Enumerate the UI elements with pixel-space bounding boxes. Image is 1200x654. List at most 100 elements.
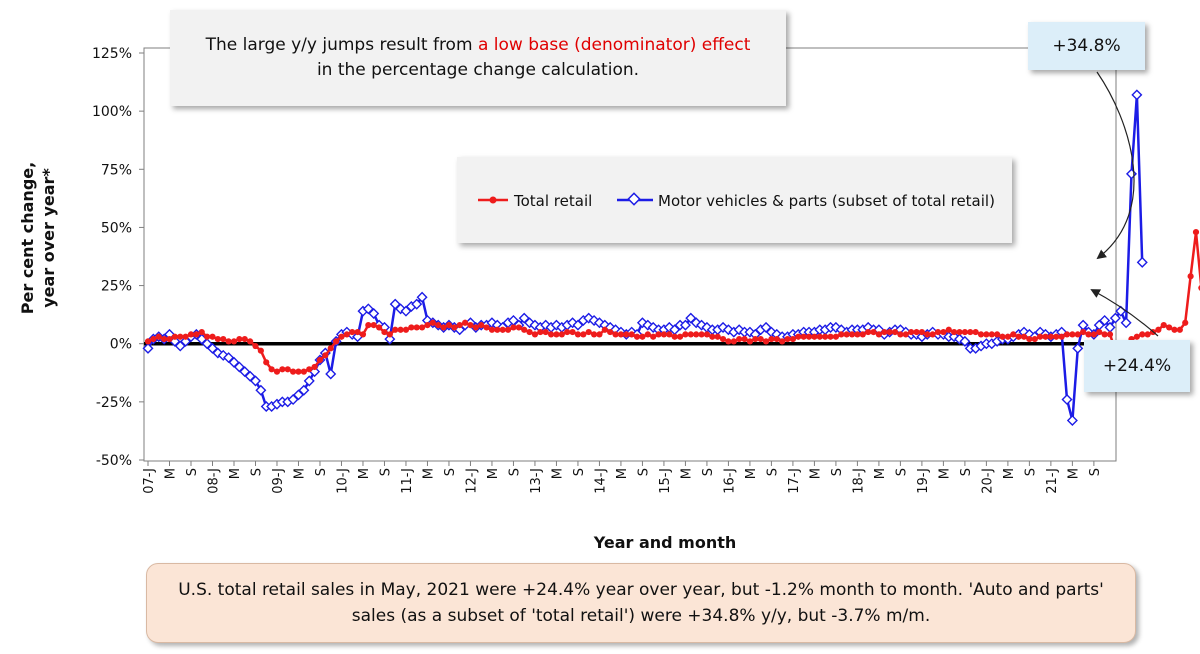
total-data-point (838, 331, 845, 338)
total-data-point (402, 326, 410, 333)
motor-data-point (1066, 414, 1078, 426)
total-data-point (891, 328, 899, 336)
total-data-point (1182, 319, 1189, 326)
motor-data-point (1077, 319, 1089, 331)
total-data-point (639, 333, 646, 340)
x-tick-label: M (550, 468, 565, 479)
total-data-point (795, 333, 802, 340)
total-data-point (752, 335, 759, 343)
total-data-point (1020, 333, 1028, 340)
motor-data-point (352, 331, 364, 343)
motor-data-point (1120, 317, 1132, 329)
total-data-point (1080, 328, 1087, 336)
total-data-point (542, 328, 549, 336)
total-data-point (365, 322, 372, 329)
motor-data-point (142, 342, 154, 354)
x-tick-label: 13-J (529, 468, 544, 494)
total-data-point (1155, 326, 1162, 333)
total-data-point (1069, 331, 1076, 338)
y-tick-label: 25% (101, 279, 132, 295)
x-tick-label: M (679, 468, 694, 479)
motor-data-point (411, 298, 423, 310)
total-data-point (569, 328, 576, 336)
y-tick-label: 0% (110, 337, 132, 353)
total-data-point (386, 331, 393, 338)
y-tick-label: -50% (96, 453, 132, 469)
total-data-point (467, 322, 474, 329)
total-data-point (666, 331, 673, 338)
x-tick-label: 08-J (206, 468, 221, 494)
total-data-point (564, 328, 571, 336)
total-data-point (633, 333, 641, 340)
total-data-point (177, 333, 184, 340)
total-data-point (800, 333, 807, 340)
total-data-point (590, 331, 598, 338)
total-data-point (1026, 335, 1033, 343)
total-data-point (440, 324, 447, 331)
total-data-point (478, 322, 485, 329)
x-tick-label: M (292, 468, 307, 479)
y-axis-label-line1: Per cent change, (18, 162, 37, 314)
callout-total-value: +24.4% (1084, 340, 1190, 392)
total-data-point (1063, 331, 1071, 338)
total-data-point (499, 326, 506, 333)
total-data-point (1085, 331, 1092, 338)
x-tick-label: M (486, 468, 501, 479)
total-data-point (435, 322, 442, 329)
total-data-point (263, 359, 270, 366)
total-data-point (295, 368, 302, 375)
total-data-point (725, 338, 732, 345)
legend-total-label: Total retail (513, 192, 592, 210)
total-data-point (209, 333, 216, 340)
x-tick-label: M (163, 468, 178, 479)
x-tick-label: 16-J (722, 468, 737, 494)
total-data-point (161, 335, 168, 343)
x-tick-label: S (378, 468, 393, 476)
total-data-point (1010, 331, 1017, 338)
total-data-point (290, 368, 297, 375)
x-tick-label: S (765, 468, 780, 476)
total-data-point (150, 335, 157, 343)
x-tick-label: 12-J (464, 468, 479, 494)
total-data-point (703, 331, 711, 338)
total-data-point (886, 328, 893, 336)
total-data-point (155, 333, 162, 340)
total-data-point (316, 356, 324, 364)
x-tick-label: M (1066, 468, 1081, 479)
x-tick-label: S (1088, 468, 1103, 476)
total-data-point (822, 333, 829, 340)
total-data-point (918, 328, 925, 336)
y-tick-label: 50% (101, 220, 132, 236)
total-data-point (709, 333, 716, 340)
total-data-point (273, 368, 281, 375)
total-data-point (682, 331, 689, 338)
motor-data-point (679, 319, 691, 331)
total-data-point (1139, 331, 1146, 338)
total-data-point (531, 331, 539, 338)
total-data-point (343, 331, 350, 338)
total-data-point (1058, 333, 1065, 340)
total-data-point (741, 335, 748, 343)
total-data-point (214, 335, 221, 343)
total-data-point (198, 328, 205, 336)
total-data-point (768, 335, 775, 343)
motor-data-point (1131, 89, 1143, 101)
motor-data-point (1109, 312, 1121, 324)
x-tick-label: M (808, 468, 823, 479)
total-data-point (714, 333, 721, 340)
total-data-point (951, 328, 958, 336)
total-data-point (445, 322, 453, 329)
total-data-point (354, 328, 361, 336)
total-data-point (832, 333, 840, 340)
total-data-point (553, 331, 560, 338)
total-data-point (375, 324, 383, 331)
motor-data-point (249, 375, 262, 387)
total-data-point (1090, 331, 1097, 338)
legend-motor-marker (627, 192, 641, 206)
total-data-point (171, 333, 178, 340)
total-data-point (397, 326, 404, 333)
total-data-point (623, 331, 630, 338)
total-data-point (381, 328, 388, 336)
total-data-point (1015, 333, 1022, 340)
total-data-point (934, 328, 942, 336)
